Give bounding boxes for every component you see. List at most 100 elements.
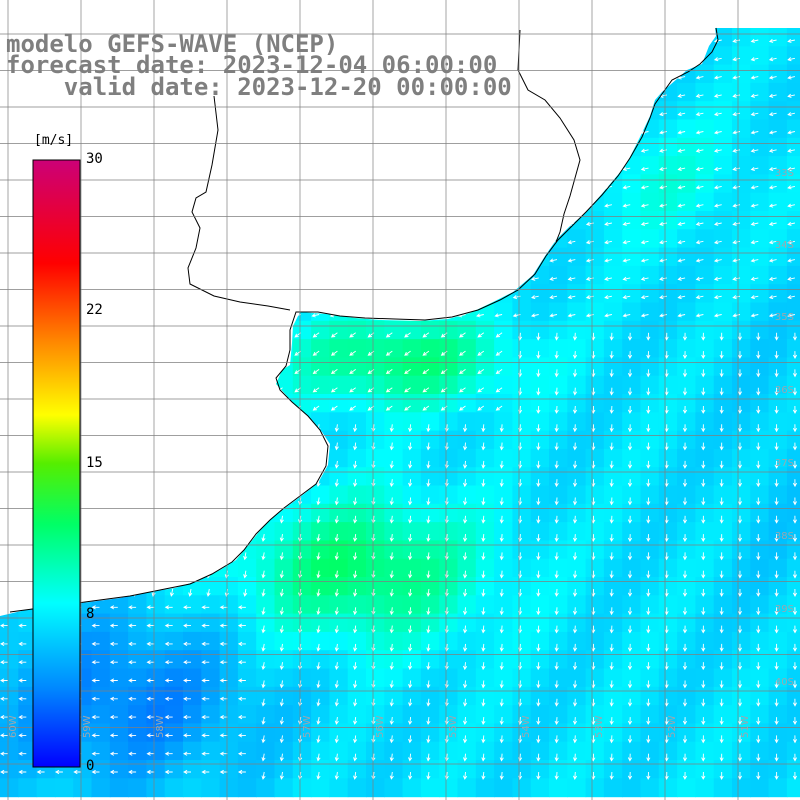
wind-cell	[603, 760, 623, 779]
wind-cell	[786, 320, 800, 340]
wind-arrow	[695, 185, 704, 190]
wind-cell	[695, 284, 715, 304]
wind-cell	[329, 778, 349, 798]
wind-arrow	[646, 479, 651, 488]
wind-cell	[109, 760, 129, 779]
wind-cell	[658, 448, 678, 468]
wind-cell	[274, 778, 294, 798]
wind-cell	[585, 211, 605, 230]
wind-cell	[439, 558, 459, 578]
wind-arrow	[695, 130, 704, 135]
wind-arrow	[732, 148, 741, 153]
wind-cell	[420, 778, 440, 798]
wind-arrow	[659, 258, 667, 263]
wind-arrow	[554, 479, 559, 488]
wind-arrow	[787, 185, 795, 190]
wind-arrow	[585, 276, 594, 281]
wind-arrow	[664, 442, 669, 451]
wind-cell	[475, 485, 495, 505]
wind-cell	[0, 705, 19, 724]
wind-arrow	[604, 295, 612, 300]
wind-arrow	[609, 479, 614, 488]
wind-cell	[603, 631, 623, 651]
wind-arrow	[640, 295, 649, 300]
wind-cell	[677, 448, 696, 468]
wind-arrow	[567, 258, 576, 263]
wind-cell	[311, 760, 330, 779]
wind-arrow	[554, 515, 559, 524]
wind-cell	[311, 668, 330, 688]
wind-cell	[658, 192, 678, 212]
wind-cell	[713, 485, 733, 505]
wind-cell	[603, 668, 623, 688]
wind-cell	[622, 302, 642, 322]
wind-arrow	[756, 460, 761, 469]
wind-cell	[384, 778, 404, 798]
wind-cell	[366, 668, 385, 688]
wind-arrow	[664, 497, 669, 506]
wind-cell	[695, 357, 715, 377]
wind-arrow	[499, 460, 504, 469]
wind-cell	[640, 778, 660, 798]
wind-cell	[750, 101, 770, 121]
wind-arrow	[750, 130, 759, 135]
wind-cell	[750, 631, 770, 651]
wind-arrow	[768, 295, 777, 300]
wind-cell	[603, 595, 623, 615]
lat-label: 37S	[774, 458, 794, 469]
wind-cell	[677, 705, 696, 724]
wind-cell	[512, 631, 532, 651]
wind-cell	[622, 558, 642, 578]
wind-cell	[329, 412, 349, 432]
wind-cell	[292, 705, 312, 724]
wind-arrow	[554, 497, 559, 506]
wind-cell	[677, 265, 696, 285]
wind-arrow	[677, 93, 686, 98]
wind-cell	[549, 320, 568, 340]
wind-arrow	[627, 497, 633, 506]
wind-arrow	[627, 405, 633, 414]
wind-arrow	[604, 221, 612, 226]
wind-cell	[366, 723, 385, 743]
wind-cell	[439, 522, 459, 541]
wind-cell	[750, 522, 770, 541]
wind-cell	[91, 631, 111, 651]
wind-cell	[347, 760, 367, 779]
wind-cell	[768, 156, 788, 175]
wind-arrow	[682, 332, 688, 341]
wind-cell	[237, 760, 257, 779]
wind-cell	[475, 741, 495, 761]
wind-cell	[750, 485, 770, 505]
wind-arrow	[444, 515, 449, 524]
wind-cell	[201, 650, 221, 670]
wind-cell	[677, 229, 696, 249]
wind-cell	[91, 686, 111, 706]
wind-cell	[347, 595, 367, 615]
wind-arrow	[426, 442, 431, 451]
wind-cell	[567, 668, 587, 688]
wind-cell	[128, 741, 147, 761]
wind-cell	[146, 668, 166, 688]
wind-cell	[732, 137, 751, 157]
wind-arrow	[495, 387, 503, 393]
wind-cell	[658, 320, 678, 340]
wind-arrow	[737, 515, 742, 524]
wind-cell	[366, 412, 385, 432]
wind-cell	[768, 650, 788, 670]
wind-cell	[567, 302, 587, 322]
wind-arrow	[609, 497, 614, 506]
wind-cell	[329, 705, 349, 724]
wind-cell	[549, 650, 568, 670]
wind-cell	[658, 686, 678, 706]
wind-arrow	[787, 75, 795, 80]
wind-cell	[768, 357, 788, 377]
wind-cell	[713, 119, 733, 139]
wind-cell	[311, 485, 330, 505]
wind-arrow	[549, 258, 558, 263]
wind-arrow	[719, 424, 724, 433]
wind-arrow	[774, 406, 779, 414]
wind-cell	[713, 412, 733, 432]
wind-cell	[366, 485, 385, 505]
wind-cell	[732, 558, 751, 578]
wind-cell	[549, 284, 568, 304]
